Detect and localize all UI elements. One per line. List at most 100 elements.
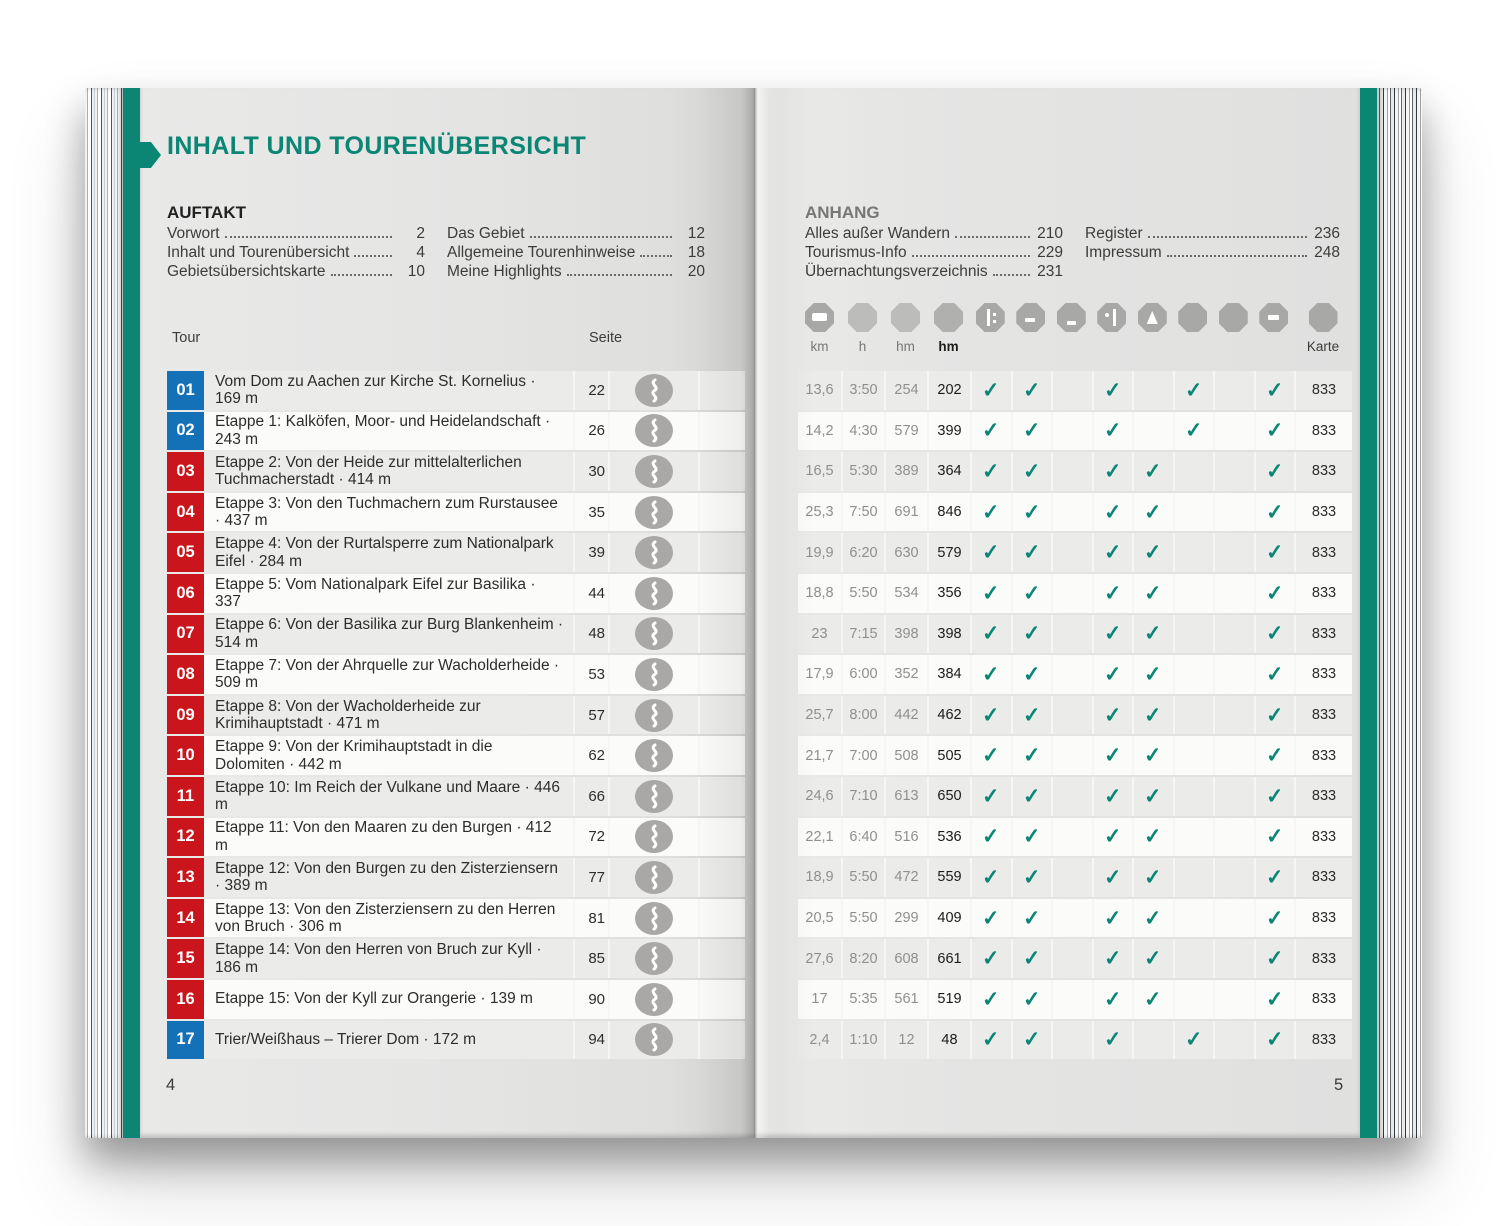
tour-number-badge: 05 bbox=[167, 533, 204, 572]
check-icon: ✓ bbox=[1143, 581, 1163, 606]
route-profile-icon bbox=[635, 657, 673, 691]
anhang-entry: Übernachtungsverzeichnis 231 bbox=[805, 262, 1063, 281]
check-icon: ✓ bbox=[1103, 784, 1123, 809]
check-icon: ✓ bbox=[1265, 743, 1285, 768]
hm-up-value: 561 bbox=[884, 979, 927, 1019]
feature-check-cell: ✓ bbox=[1132, 655, 1173, 694]
check-icon: ✓ bbox=[981, 662, 1001, 687]
auftakt-page-number: 20 bbox=[687, 263, 705, 280]
check-icon: ✓ bbox=[1022, 621, 1042, 646]
tour-profile-cell bbox=[608, 411, 698, 451]
distance-icon bbox=[805, 303, 834, 332]
feature-check-cell bbox=[1213, 1020, 1254, 1060]
feature-check-cell: ✓ bbox=[970, 371, 1011, 410]
feature-check-cell: ✓ bbox=[970, 614, 1011, 654]
tour-number-badge: 06 bbox=[167, 573, 204, 613]
feature-check-cell: ✓ bbox=[1253, 573, 1295, 613]
auftakt-page-number: 2 bbox=[416, 225, 425, 242]
feature-check-cell bbox=[1213, 695, 1254, 735]
feature-check-cell: ✓ bbox=[1253, 817, 1295, 857]
feature-check-cell: ✓ bbox=[1010, 533, 1052, 572]
tour-number-badge: 15 bbox=[167, 939, 204, 978]
anhang-toc-col2: Register 236 Impressum 248 bbox=[1085, 224, 1340, 262]
tour-profile-cell bbox=[608, 1020, 698, 1060]
tour-number-badge: 14 bbox=[167, 898, 204, 938]
feature-check-cell bbox=[1132, 371, 1173, 410]
check-icon: ✓ bbox=[1103, 946, 1123, 971]
legend-icon-8-glyph bbox=[1105, 309, 1117, 326]
auftakt-toc-col2: Das Gebiet 12 Allgemeine Tourenhinweise 18 M… bbox=[447, 224, 705, 281]
feature-check-cell bbox=[1051, 573, 1092, 613]
feature-check-cell bbox=[1213, 492, 1254, 532]
tour-profile-cell bbox=[608, 492, 698, 532]
feature-check-cell: ✓ bbox=[1010, 492, 1052, 532]
route-profile-icon bbox=[635, 942, 673, 976]
auftakt-label: Meine Highlights bbox=[447, 263, 562, 280]
km-value: 17 bbox=[811, 991, 828, 1008]
feature-check-cell bbox=[1051, 1020, 1092, 1060]
table-row: 17 Trier/Weißhaus – Trierer Dom · 172 m 94 bbox=[167, 1020, 745, 1060]
tour-title: Vom Dom zu Aachen zur Kirche St. Korneli… bbox=[215, 372, 536, 408]
feature-check-cell: ✓ bbox=[1091, 898, 1133, 938]
tour-row-filler bbox=[698, 452, 731, 491]
stats-row: 23 7:15 398 398 ✓ ✓ ✓ ✓ ✓ 833 bbox=[798, 614, 1352, 654]
legend-icon-6-cell bbox=[1011, 303, 1052, 355]
feature-check-cell: ✓ bbox=[1010, 898, 1052, 938]
duration-icon-label: h bbox=[858, 339, 867, 354]
feature-check-cell: ✓ bbox=[970, 655, 1011, 694]
tour-title: Etappe 4: Von der Rurtalsperre zum Natio… bbox=[215, 535, 554, 570]
table-row: 12 Etappe 11: Von den Maaren zu den Burge… bbox=[167, 817, 745, 857]
legend-icon-12 bbox=[1259, 303, 1289, 332]
anhang-label: Übernachtungsverzeichnis bbox=[805, 263, 988, 280]
auftakt-entry: Gebietsübersichtskarte 10 bbox=[167, 262, 425, 281]
tour-row-filler bbox=[698, 573, 731, 613]
feature-check-cell bbox=[1172, 858, 1214, 897]
feature-check-cell: ✓ bbox=[1253, 371, 1295, 410]
hm-up-value: 389 bbox=[884, 452, 927, 491]
feature-check-cell: ✓ bbox=[1132, 695, 1173, 735]
feature-check-cell bbox=[1172, 817, 1214, 857]
stats-row: 20,5 5:50 299 409 ✓ ✓ ✓ ✓ ✓ 833 bbox=[798, 898, 1352, 938]
legend-icon-9 bbox=[1137, 303, 1167, 332]
hm-down-value: 399 bbox=[927, 411, 970, 451]
tour-title: Etappe 12: Von den Burgen zu den Zisterz… bbox=[215, 859, 558, 895]
tour-profile-cell bbox=[608, 939, 698, 978]
auftakt-page-number: 18 bbox=[687, 244, 705, 261]
distance-icon-cell: km bbox=[798, 303, 841, 355]
signpost-icon-glyph bbox=[986, 309, 996, 326]
check-icon: ✓ bbox=[981, 743, 1001, 768]
tour-profile-cell bbox=[608, 817, 698, 857]
descent-icon-label: hm bbox=[938, 339, 959, 354]
right-page: ANHANG Alles außer Wandern 210 Tourismus-I… bbox=[755, 88, 1360, 1138]
check-icon: ✓ bbox=[981, 378, 1001, 403]
check-icon: ✓ bbox=[1143, 906, 1163, 930]
check-icon: ✓ bbox=[1265, 865, 1285, 890]
tour-row-filler bbox=[698, 736, 731, 775]
tour-page-number: 30 bbox=[573, 452, 608, 491]
karte-number: 833 bbox=[1294, 452, 1352, 491]
tour-row-filler bbox=[698, 371, 731, 410]
feature-check-cell: ✓ bbox=[1091, 492, 1133, 532]
hm-down-value: 579 bbox=[927, 533, 970, 572]
hm-up-value: 534 bbox=[884, 573, 927, 613]
check-icon: ✓ bbox=[981, 865, 1001, 890]
feature-check-cell bbox=[1172, 939, 1214, 978]
tour-row-body: Etappe 9: Von der Krimihauptstadt in die… bbox=[204, 736, 745, 775]
km-value: 21,7 bbox=[805, 747, 834, 764]
feature-check-cell: ✓ bbox=[1010, 939, 1052, 978]
tour-title: Trier/Weißhaus – Trierer Dom · 172 m bbox=[215, 1031, 476, 1049]
tour-row-body: Etappe 6: Von der Basilika zur Burg Blan… bbox=[204, 614, 745, 654]
feature-check-cell: ✓ bbox=[1091, 979, 1133, 1019]
km-value: 2,4 bbox=[809, 1031, 830, 1048]
karte-number: 833 bbox=[1294, 817, 1352, 857]
check-icon: ✓ bbox=[1143, 946, 1163, 971]
hm-down-value: 462 bbox=[927, 695, 970, 735]
feature-check-cell bbox=[1051, 492, 1092, 532]
check-icon: ✓ bbox=[1265, 824, 1285, 849]
table-row: 15 Etappe 14: Von den Herren von Bruch zu… bbox=[167, 939, 745, 978]
karte-number: 833 bbox=[1294, 655, 1352, 694]
tour-page-number: 35 bbox=[573, 492, 608, 532]
karte-number: 833 bbox=[1294, 776, 1352, 816]
h-value: 1:10 bbox=[841, 1020, 884, 1060]
hm-down-value: 384 bbox=[927, 655, 970, 694]
